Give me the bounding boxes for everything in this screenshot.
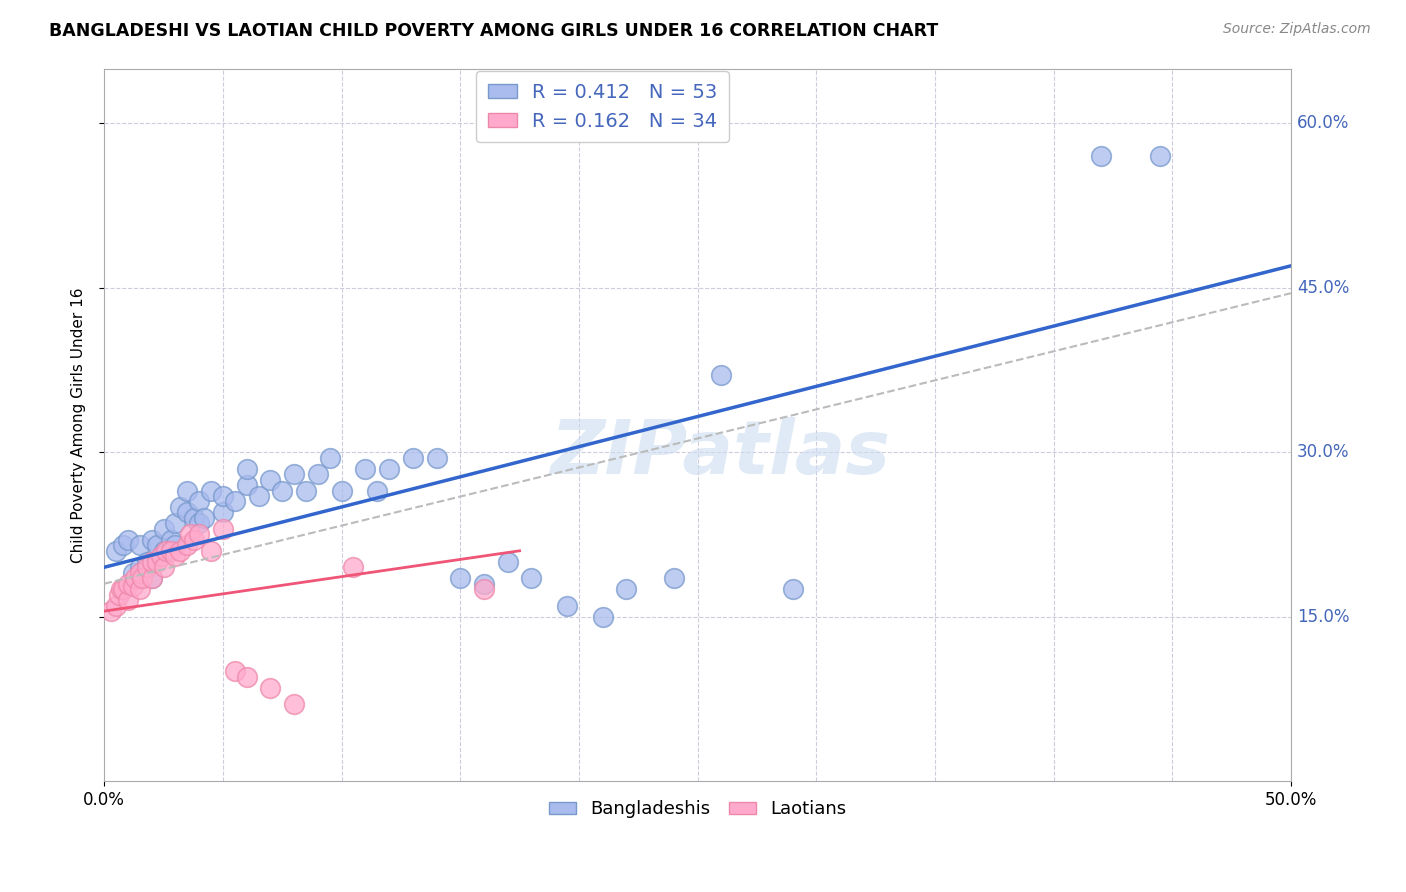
Point [212,505,235,519]
Point [155,544,177,558]
Point [136,560,159,574]
Point [152,522,174,536]
Point [592,609,614,624]
Point [176,483,198,498]
Point [366,483,388,498]
Point [152,544,174,558]
Point [121,579,143,593]
Point [169,544,191,558]
Point [662,571,685,585]
Point [259,473,281,487]
Point [496,555,519,569]
Point [141,571,163,585]
Point [112,582,135,597]
Point [150,549,173,564]
Point [1090,149,1112,163]
Point [520,571,543,585]
Point [188,516,211,531]
Point [124,571,146,585]
Point [224,494,246,508]
Point [176,538,198,552]
Text: 15.0%: 15.0% [1296,607,1350,625]
Point [307,467,329,481]
Point [212,522,235,536]
Point [159,544,181,558]
Text: BANGLADESHI VS LAOTIAN CHILD POVERTY AMONG GIRLS UNDER 16 CORRELATION CHART: BANGLADESHI VS LAOTIAN CHILD POVERTY AMO… [49,22,938,40]
Point [165,516,187,531]
Point [235,461,257,475]
Point [183,533,205,547]
Text: 60.0%: 60.0% [1296,114,1350,132]
Point [145,538,167,552]
Point [283,467,305,481]
Point [131,571,153,585]
Point [378,461,401,475]
Point [200,483,222,498]
Point [235,670,257,684]
Point [259,681,281,695]
Text: 45.0%: 45.0% [1296,278,1350,297]
Point [179,527,201,541]
Point [105,544,128,558]
Point [193,511,215,525]
Point [472,582,495,597]
Text: Source: ZipAtlas.com: Source: ZipAtlas.com [1223,22,1371,37]
Point [319,450,342,465]
Point [128,538,150,552]
Legend: Bangladeshis, Laotians: Bangladeshis, Laotians [541,793,853,825]
Point [159,533,181,547]
Point [295,483,318,498]
Point [212,489,235,503]
Point [224,665,246,679]
Point [200,544,222,558]
Point [152,560,174,574]
Point [782,582,804,597]
Point [100,604,122,618]
Point [402,450,425,465]
Point [188,494,211,508]
Point [141,533,163,547]
Point [183,511,205,525]
Point [128,560,150,574]
Point [121,566,143,580]
Point [449,571,471,585]
Point [169,500,191,514]
Point [145,555,167,569]
Point [342,560,364,574]
Point [188,527,211,541]
Text: ZIPatlas: ZIPatlas [551,417,891,490]
Point [271,483,294,498]
Point [107,588,129,602]
Point [136,555,159,569]
Point [176,505,198,519]
Point [141,571,163,585]
Point [1149,149,1171,163]
Point [110,582,132,597]
Point [555,599,578,613]
Point [165,549,187,564]
Point [105,599,128,613]
Point [165,538,187,552]
Point [117,593,139,607]
Point [616,582,638,597]
Point [330,483,353,498]
Point [141,555,163,569]
Point [710,368,733,383]
Point [425,450,447,465]
Point [247,489,270,503]
Point [283,698,305,712]
Point [235,478,257,492]
Point [117,533,139,547]
Point [112,538,135,552]
Y-axis label: Child Poverty Among Girls Under 16: Child Poverty Among Girls Under 16 [72,287,86,563]
Point [472,576,495,591]
Point [354,461,377,475]
Text: 30.0%: 30.0% [1296,443,1350,461]
Point [128,582,150,597]
Point [128,566,150,580]
Point [117,576,139,591]
